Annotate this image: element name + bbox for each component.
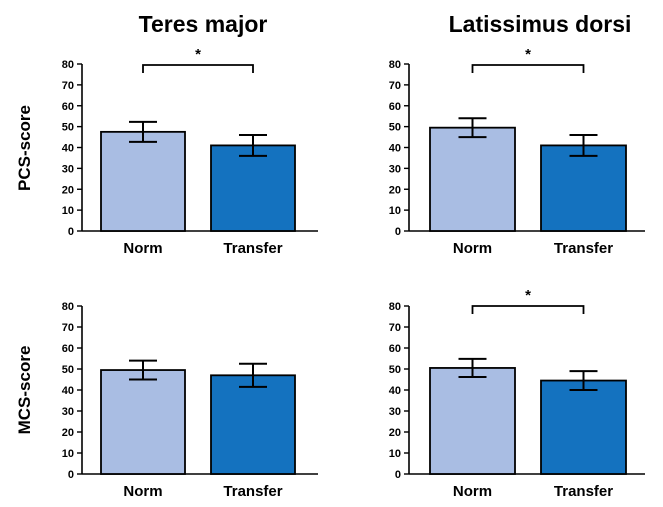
y-tick-label: 20 [389,184,401,196]
y-tick-label: 0 [395,226,401,238]
y-tick-label: 20 [62,184,74,196]
y-tick-label: 60 [389,343,401,355]
bar-norm [100,369,186,475]
y-tick-label: 30 [389,163,401,175]
y-tick-label: 30 [389,406,401,418]
x-category-label: Norm [453,483,492,500]
significance-marker: * [195,46,201,63]
row-label-mcs: MCS-score [15,346,34,435]
y-tick-label: 60 [62,343,74,355]
chart-panel-3: 0 10 20 30 40 50 60 70 80 Norm Transfer [62,301,318,500]
significance-bracket [471,64,585,73]
y-tick-label: 30 [62,163,74,175]
significance-bracket [142,64,254,73]
y-tick-label: 10 [389,205,401,217]
x-category-label: Norm [123,483,162,500]
chart-panel-4: 0 10 20 30 40 50 60 70 80 Norm Transfer * [389,287,645,500]
y-tick-label: 50 [62,122,74,134]
y-tick-label: 70 [389,80,401,92]
y-tick-label: 30 [62,406,74,418]
y-tick-label: 10 [389,448,401,460]
y-tick-label: 70 [62,80,74,92]
chart-panel-2: 0 10 20 30 40 50 60 70 80 Norm Transfer * [389,46,645,257]
y-tick-label: 40 [389,385,401,397]
y-tick-label: 40 [62,385,74,397]
bar-transfer [540,379,627,475]
y-tick-label: 50 [62,364,74,376]
x-category-label: Transfer [554,483,613,500]
bar-transfer [540,144,627,232]
y-tick-label: 0 [68,226,74,238]
bar-transfer [210,144,296,232]
y-tick-label: 40 [62,143,74,155]
y-tick-label: 70 [62,322,74,334]
y-tick-label: 70 [389,322,401,334]
bar-transfer [210,374,296,475]
chart-panel-1: 0 10 20 30 40 50 60 70 80 Norm Transfer * [62,46,318,257]
y-tick-label: 60 [62,101,74,113]
column-title-latissimus-dorsi: Latissimus dorsi [449,11,632,37]
y-tick-label: 10 [62,205,74,217]
bar-norm [429,367,516,475]
bar-norm [429,126,516,232]
significance-bracket [471,305,585,314]
significance-marker: * [525,46,531,63]
y-tick-label: 0 [395,469,401,481]
row-label-pcs: PCS-score [15,105,34,191]
x-category-label: Transfer [223,483,282,500]
chart-panels: 0 10 20 30 40 50 60 70 80 Norm Transfer * 0 10 20 30 40 5… [62,46,645,500]
y-tick-label: 80 [389,301,401,313]
x-category-label: Transfer [223,240,282,257]
significance-marker: * [525,287,531,304]
x-category-label: Norm [453,240,492,257]
y-tick-label: 10 [62,448,74,460]
y-tick-label: 80 [389,59,401,71]
y-tick-label: 60 [389,101,401,113]
y-tick-label: 0 [68,469,74,481]
x-category-label: Transfer [554,240,613,257]
y-tick-label: 50 [389,122,401,134]
y-tick-label: 50 [389,364,401,376]
y-tick-label: 40 [389,143,401,155]
y-tick-label: 80 [62,301,74,313]
y-tick-label: 80 [62,59,74,71]
column-title-teres-major: Teres major [139,11,268,37]
bar-norm [100,130,186,232]
y-tick-label: 20 [389,427,401,439]
x-category-label: Norm [123,240,162,257]
y-tick-label: 20 [62,427,74,439]
